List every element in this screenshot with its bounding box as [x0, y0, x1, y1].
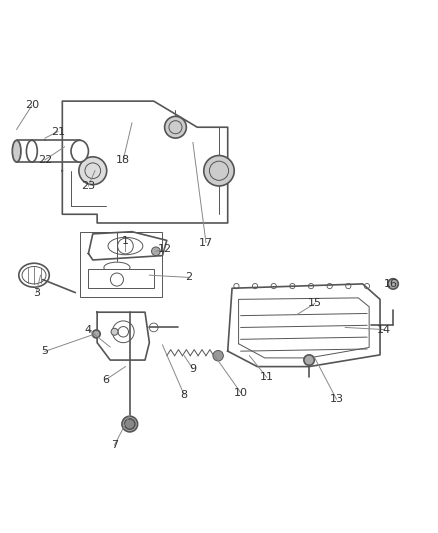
Circle shape	[79, 157, 107, 184]
Circle shape	[111, 328, 118, 335]
Text: 3: 3	[33, 288, 40, 297]
Polygon shape	[228, 284, 380, 367]
Ellipse shape	[71, 140, 88, 162]
Text: 21: 21	[51, 126, 65, 136]
Text: 5: 5	[42, 346, 49, 357]
Circle shape	[304, 355, 314, 365]
Text: 20: 20	[25, 100, 39, 110]
Text: 22: 22	[38, 155, 52, 165]
Polygon shape	[97, 312, 149, 360]
Text: 15: 15	[308, 298, 322, 309]
Circle shape	[204, 156, 234, 186]
Text: 13: 13	[329, 394, 343, 404]
Text: 11: 11	[260, 373, 274, 383]
Text: 9: 9	[189, 364, 197, 374]
Text: 12: 12	[158, 244, 172, 254]
Circle shape	[388, 279, 398, 289]
Polygon shape	[62, 101, 228, 223]
Text: 7: 7	[111, 440, 118, 450]
Circle shape	[165, 116, 186, 138]
Text: 6: 6	[102, 375, 110, 385]
Circle shape	[124, 419, 135, 429]
Polygon shape	[88, 232, 167, 260]
Circle shape	[152, 247, 160, 256]
Circle shape	[92, 330, 100, 338]
Text: 18: 18	[116, 155, 131, 165]
Text: 23: 23	[81, 181, 95, 191]
Circle shape	[122, 416, 138, 432]
Text: 8: 8	[180, 390, 188, 400]
Text: 2: 2	[185, 272, 192, 282]
Text: 10: 10	[234, 387, 248, 398]
Text: 17: 17	[199, 238, 213, 247]
Text: 14: 14	[377, 325, 392, 335]
Text: 4: 4	[85, 325, 92, 335]
Text: 16: 16	[384, 279, 398, 289]
Bar	[88, 269, 154, 288]
Circle shape	[213, 351, 223, 361]
Bar	[80, 232, 162, 297]
Ellipse shape	[13, 141, 21, 161]
Text: 1: 1	[122, 236, 129, 246]
